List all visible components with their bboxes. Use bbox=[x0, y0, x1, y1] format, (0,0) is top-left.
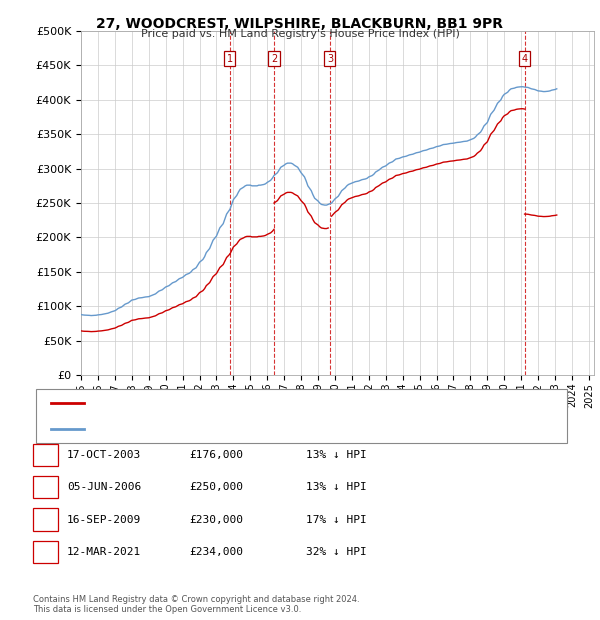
Text: 32% ↓ HPI: 32% ↓ HPI bbox=[306, 547, 367, 557]
Text: £230,000: £230,000 bbox=[189, 515, 243, 525]
Text: HPI: Average price, detached house, Ribble Valley: HPI: Average price, detached house, Ribb… bbox=[90, 423, 350, 433]
Text: Price paid vs. HM Land Registry's House Price Index (HPI): Price paid vs. HM Land Registry's House … bbox=[140, 29, 460, 38]
Text: 2: 2 bbox=[271, 53, 277, 63]
Text: 27, WOODCREST, WILPSHIRE, BLACKBURN, BB1 9PR (detached house): 27, WOODCREST, WILPSHIRE, BLACKBURN, BB1… bbox=[90, 399, 457, 409]
Text: 1: 1 bbox=[42, 450, 49, 460]
Text: 4: 4 bbox=[42, 547, 49, 557]
Text: £234,000: £234,000 bbox=[189, 547, 243, 557]
Text: 17% ↓ HPI: 17% ↓ HPI bbox=[306, 515, 367, 525]
Text: 27, WOODCREST, WILPSHIRE, BLACKBURN, BB1 9PR: 27, WOODCREST, WILPSHIRE, BLACKBURN, BB1… bbox=[97, 17, 503, 32]
Text: Contains HM Land Registry data © Crown copyright and database right 2024.: Contains HM Land Registry data © Crown c… bbox=[33, 595, 359, 604]
Text: 3: 3 bbox=[327, 53, 333, 63]
Text: 13% ↓ HPI: 13% ↓ HPI bbox=[306, 450, 367, 460]
Text: 2: 2 bbox=[42, 482, 49, 492]
Text: £176,000: £176,000 bbox=[189, 450, 243, 460]
Text: 4: 4 bbox=[521, 53, 527, 63]
Text: £250,000: £250,000 bbox=[189, 482, 243, 492]
Text: 12-MAR-2021: 12-MAR-2021 bbox=[67, 547, 142, 557]
Text: 16-SEP-2009: 16-SEP-2009 bbox=[67, 515, 142, 525]
Text: 3: 3 bbox=[42, 515, 49, 525]
Text: 13% ↓ HPI: 13% ↓ HPI bbox=[306, 482, 367, 492]
Text: 1: 1 bbox=[227, 53, 233, 63]
Text: 05-JUN-2006: 05-JUN-2006 bbox=[67, 482, 142, 492]
Text: This data is licensed under the Open Government Licence v3.0.: This data is licensed under the Open Gov… bbox=[33, 604, 301, 614]
Text: 17-OCT-2003: 17-OCT-2003 bbox=[67, 450, 142, 460]
